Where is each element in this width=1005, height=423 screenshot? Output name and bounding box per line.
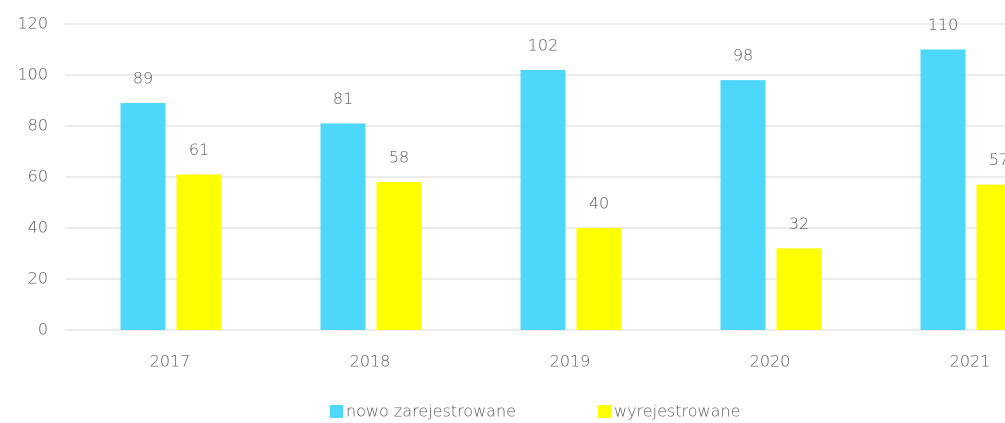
data-label: 40 — [589, 194, 609, 213]
bar — [376, 182, 422, 330]
y-tick-label: 80 — [28, 116, 48, 135]
bar — [576, 228, 622, 330]
bar — [176, 174, 222, 330]
data-label: 58 — [389, 148, 409, 167]
legend-label: nowo zarejestrowane — [346, 402, 516, 421]
y-tick-label: 120 — [17, 14, 48, 33]
y-tick-label: 60 — [28, 167, 48, 186]
data-label: 89 — [133, 69, 153, 88]
x-tick-label: 2019 — [550, 352, 591, 371]
data-label: 61 — [189, 140, 209, 159]
data-label: 81 — [333, 89, 353, 108]
bar — [776, 248, 822, 330]
data-label: 57 — [989, 150, 1005, 169]
y-tick-label: 100 — [17, 65, 48, 84]
data-label: 102 — [528, 35, 559, 54]
data-label: 110 — [928, 15, 959, 34]
x-tick-label: 2021 — [950, 352, 991, 371]
y-tick-label: 0 — [38, 320, 48, 339]
legend-swatch — [330, 405, 343, 418]
bar — [976, 184, 1005, 330]
x-tick-label: 2020 — [750, 352, 791, 371]
data-label: 98 — [733, 46, 753, 65]
x-tick-label: 2017 — [150, 352, 191, 371]
bar — [520, 69, 566, 331]
bar — [120, 103, 166, 330]
bar — [720, 80, 766, 330]
legend-swatch — [598, 405, 611, 418]
bar — [320, 123, 366, 330]
bar — [920, 49, 966, 330]
legend-label: wyrejestrowane — [614, 402, 740, 421]
x-tick-label: 2018 — [350, 352, 391, 371]
y-tick-label: 40 — [28, 218, 48, 237]
y-tick-label: 20 — [28, 269, 48, 288]
data-label: 32 — [789, 214, 809, 233]
